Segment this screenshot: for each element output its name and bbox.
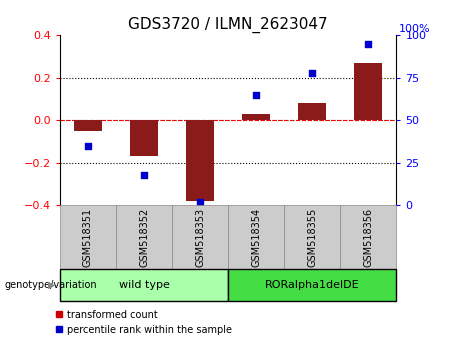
Bar xyxy=(340,205,396,269)
Bar xyxy=(228,205,284,269)
Text: GSM518355: GSM518355 xyxy=(307,207,317,267)
Point xyxy=(196,199,204,205)
Bar xyxy=(284,205,340,269)
Bar xyxy=(186,120,214,201)
Text: GSM518353: GSM518353 xyxy=(195,207,205,267)
Bar xyxy=(242,114,270,120)
Text: GSM518351: GSM518351 xyxy=(83,207,93,267)
Legend: transformed count, percentile rank within the sample: transformed count, percentile rank withi… xyxy=(56,310,232,335)
Text: ▶: ▶ xyxy=(48,280,55,290)
Point xyxy=(309,70,316,76)
Point xyxy=(365,41,372,47)
Point xyxy=(140,172,148,178)
Bar xyxy=(60,205,116,269)
Bar xyxy=(172,205,228,269)
Text: GSM518354: GSM518354 xyxy=(251,207,261,267)
Text: 100%: 100% xyxy=(399,24,431,34)
Text: RORalpha1delDE: RORalpha1delDE xyxy=(265,280,360,290)
Point xyxy=(253,92,260,98)
Bar xyxy=(355,63,383,120)
Bar xyxy=(60,269,228,301)
Bar xyxy=(130,120,158,156)
Text: genotype/variation: genotype/variation xyxy=(5,280,97,290)
Title: GDS3720 / ILMN_2623047: GDS3720 / ILMN_2623047 xyxy=(128,16,328,33)
Bar xyxy=(298,103,326,120)
Bar xyxy=(116,205,172,269)
Text: wild type: wild type xyxy=(118,280,170,290)
Bar xyxy=(74,120,102,131)
Point xyxy=(84,143,92,149)
Text: GSM518352: GSM518352 xyxy=(139,207,149,267)
Bar xyxy=(228,269,396,301)
Text: GSM518356: GSM518356 xyxy=(363,207,373,267)
